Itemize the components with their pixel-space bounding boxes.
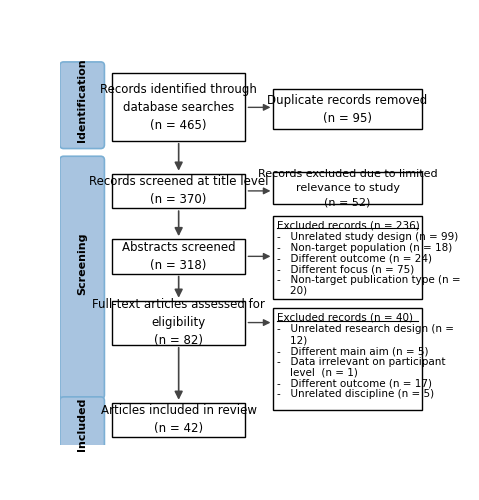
Text: Records identified through
database searches
(n = 465): Records identified through database sear… <box>100 82 257 132</box>
Text: -   Different outcome (n = 24): - Different outcome (n = 24) <box>277 254 432 264</box>
Text: -   Unrelated research design (n =: - Unrelated research design (n = <box>277 324 454 334</box>
Text: 12): 12) <box>277 336 308 345</box>
Text: level  (n = 1): level (n = 1) <box>277 368 358 378</box>
FancyBboxPatch shape <box>60 156 104 399</box>
Text: -   Different outcome (n = 17): - Different outcome (n = 17) <box>277 378 432 388</box>
Text: Records screened at title level
(n = 370): Records screened at title level (n = 370… <box>89 176 268 206</box>
FancyBboxPatch shape <box>60 397 104 449</box>
Text: Records excluded due to limited
relevance to study
(n = 52): Records excluded due to limited relevanc… <box>258 169 437 207</box>
Text: Included: Included <box>77 397 87 450</box>
Text: Full-text articles assessed for
eligibility
(n = 82): Full-text articles assessed for eligibil… <box>92 298 265 348</box>
Text: Screening: Screening <box>77 233 87 296</box>
FancyBboxPatch shape <box>112 239 245 274</box>
Text: -   Unrelated discipline (n = 5): - Unrelated discipline (n = 5) <box>277 389 434 399</box>
FancyBboxPatch shape <box>274 216 422 298</box>
FancyBboxPatch shape <box>112 300 245 345</box>
FancyBboxPatch shape <box>60 62 104 148</box>
FancyBboxPatch shape <box>274 172 422 204</box>
Text: -   Different focus (n = 75): - Different focus (n = 75) <box>277 264 414 274</box>
Text: Excluded records (n = 236): Excluded records (n = 236) <box>277 220 420 230</box>
FancyBboxPatch shape <box>274 89 422 130</box>
Text: Abstracts screened
(n = 318): Abstracts screened (n = 318) <box>122 241 236 272</box>
Text: -   Unrelated study design (n = 99): - Unrelated study design (n = 99) <box>277 232 458 242</box>
Text: Identification: Identification <box>77 58 87 142</box>
FancyBboxPatch shape <box>112 174 245 208</box>
FancyBboxPatch shape <box>112 402 245 438</box>
FancyBboxPatch shape <box>274 308 422 410</box>
Text: -   Non-target population (n = 18): - Non-target population (n = 18) <box>277 243 452 253</box>
FancyBboxPatch shape <box>112 74 245 141</box>
Text: Duplicate records removed
(n = 95): Duplicate records removed (n = 95) <box>267 94 428 124</box>
Text: -   Different main aim (n = 5): - Different main aim (n = 5) <box>277 346 429 356</box>
Text: -   Non-target publication type (n =: - Non-target publication type (n = <box>277 275 461 285</box>
Text: -   Data irrelevant on participant: - Data irrelevant on participant <box>277 357 445 367</box>
Text: 20): 20) <box>277 286 307 296</box>
Text: Articles included in review
(n = 42): Articles included in review (n = 42) <box>101 404 257 436</box>
Text: Excluded records (n = 40): Excluded records (n = 40) <box>277 313 413 323</box>
